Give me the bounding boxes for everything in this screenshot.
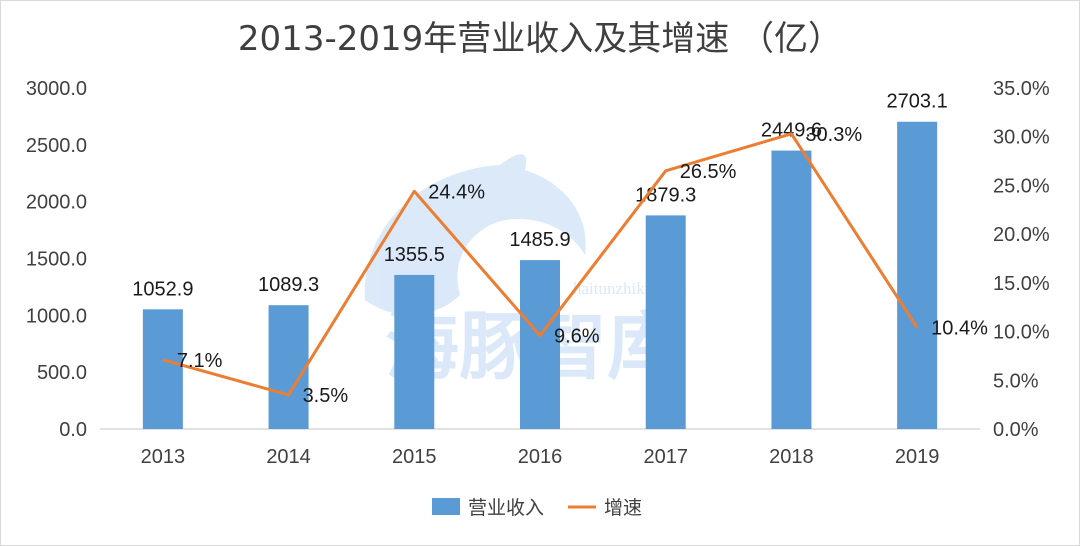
bar xyxy=(897,121,938,430)
bar xyxy=(268,305,309,429)
bar-series xyxy=(142,121,938,430)
x-tick-label: 2018 xyxy=(769,446,814,468)
y-left-tick-label: 2500.0 xyxy=(26,135,87,157)
bar-data-label: 1879.3 xyxy=(635,184,696,206)
bar-data-labels: 1052.9 1089.3 1355.5 1485.9 1879.3 2449.6 2703… xyxy=(132,91,947,301)
bar xyxy=(394,274,435,429)
y-right-tick-label: 30.0% xyxy=(993,127,1050,149)
legend-swatch-bar xyxy=(432,498,460,515)
x-tick-label: 2014 xyxy=(266,446,311,468)
legend-label-growth: 增速 xyxy=(604,497,642,519)
line-series xyxy=(162,132,919,397)
y-right-tick-label: 0.0% xyxy=(993,419,1039,441)
bar xyxy=(645,215,686,429)
growth-data-label: 3.5% xyxy=(303,385,349,407)
bar xyxy=(142,309,183,429)
bar xyxy=(771,150,812,429)
bar-data-label: 2703.1 xyxy=(887,91,948,113)
growth-data-label: 24.4% xyxy=(428,181,485,203)
bar-data-label: 1355.5 xyxy=(384,244,445,266)
bar-data-label: 2449.6 xyxy=(761,120,822,142)
y-left-tick-label: 0.0 xyxy=(59,419,87,441)
y-axis-right: 0.0% 5.0% 10.0% 15.0% 20.0% 25.0% 30.0% 35.0% xyxy=(993,78,1050,441)
bar xyxy=(520,260,560,429)
y-right-tick-label: 20.0% xyxy=(993,224,1050,246)
y-axis-left: 0.0 500.0 1000.0 1500.0 2000.0 2500.0 3000.0 xyxy=(26,78,87,441)
y-right-tick-label: 35.0% xyxy=(993,78,1050,100)
bar-data-label: 1089.3 xyxy=(258,274,319,296)
y-right-tick-label: 15.0% xyxy=(993,273,1050,295)
x-tick-label: 2016 xyxy=(518,446,563,468)
growth-data-label: 26.5% xyxy=(680,161,737,183)
y-left-tick-label: 500.0 xyxy=(37,362,87,384)
x-axis: 2013 2014 2015 2016 2017 2018 2019 xyxy=(100,428,980,468)
x-tick-label: 2015 xyxy=(392,446,437,468)
growth-data-label: 9.6% xyxy=(554,325,600,347)
y-right-tick-label: 5.0% xyxy=(993,370,1039,392)
x-tick-label: 2013 xyxy=(141,446,186,468)
bar-data-label: 1052.9 xyxy=(132,278,193,300)
line-data-labels: 7.1% 3.5% 24.4% 9.6% 26.5% 30.3% 10.4% xyxy=(177,124,988,407)
bar-data-label: 1485.9 xyxy=(509,229,570,251)
y-right-tick-label: 25.0% xyxy=(993,175,1050,197)
growth-data-label: 10.4% xyxy=(931,318,988,340)
growth-data-label: 30.3% xyxy=(805,124,862,146)
growth-data-label: 7.1% xyxy=(177,350,223,372)
y-left-tick-label: 1500.0 xyxy=(26,249,87,271)
y-left-tick-label: 1000.0 xyxy=(26,305,87,327)
x-tick-label: 2017 xyxy=(643,446,688,468)
legend: 营业收入 增速 xyxy=(432,497,642,519)
dolphin-logo-icon xyxy=(364,154,586,315)
chart-title: 2013-2019年营业收入及其增速 （亿） xyxy=(238,19,842,59)
y-left-tick-label: 2000.0 xyxy=(26,192,87,214)
y-right-tick-label: 10.0% xyxy=(993,322,1050,344)
legend-label-revenue: 营业收入 xyxy=(468,497,544,519)
x-tick-label: 2019 xyxy=(895,446,940,468)
y-left-tick-label: 3000.0 xyxy=(26,78,87,100)
